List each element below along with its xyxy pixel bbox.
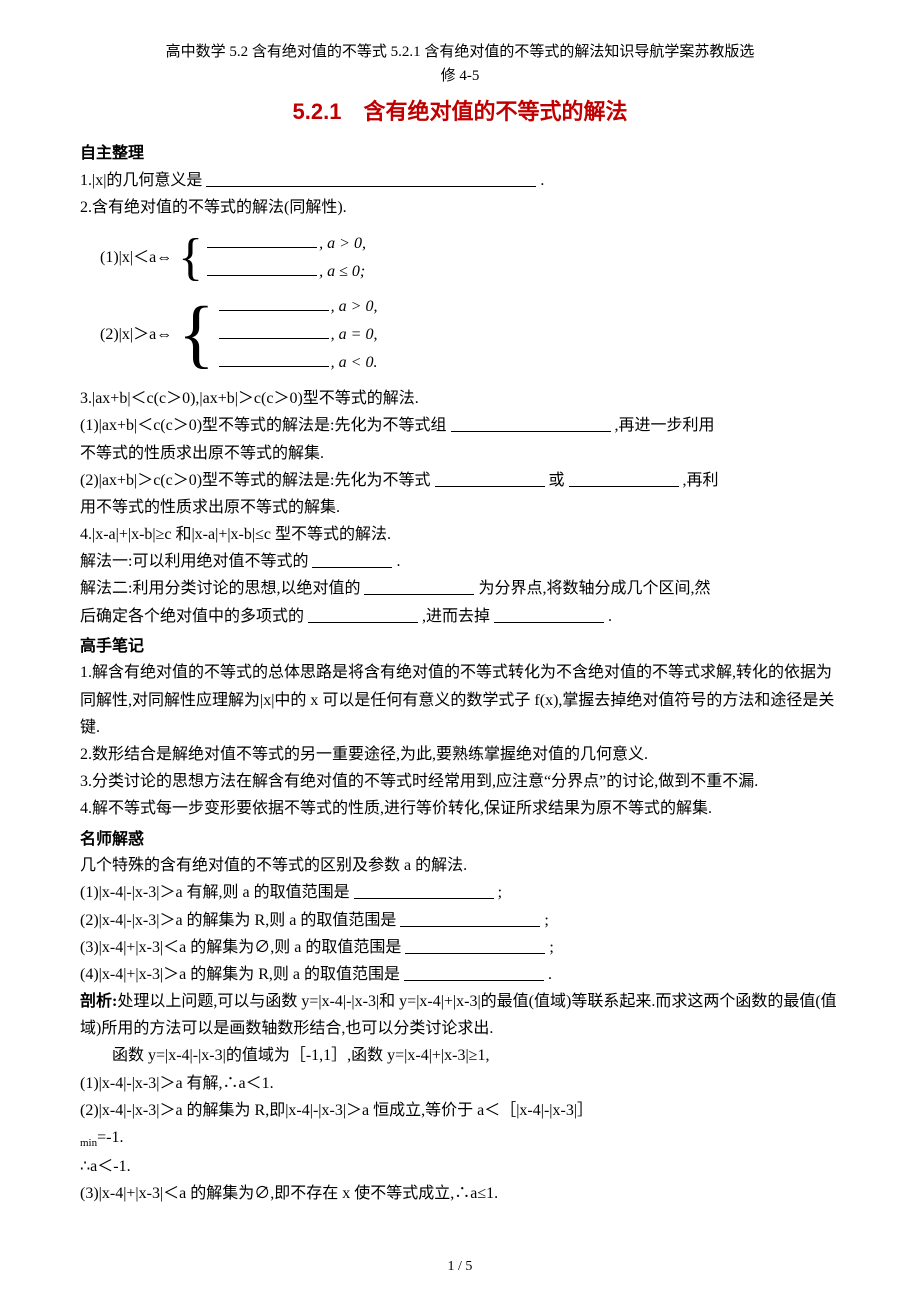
s3-2-a: (2)|x-4|-|x-3|＞a 的解集为 R,则 a 的取值范围是 <box>80 912 396 929</box>
header-line2: 修 4-5 <box>80 64 840 88</box>
item-1-end: . <box>540 172 544 189</box>
formula-1-cond-2: , a ≤ 0; <box>319 259 365 285</box>
item-4-m2-b: 为分界点,将数轴分成几个区间,然 <box>478 580 710 597</box>
item-3-1c: 不等式的性质求出原不等式的解集. <box>80 440 840 467</box>
s3-3-b: ; <box>549 939 553 956</box>
s3-line1: 函数 y=|x-4|-|x-3|的值域为［-1,1］,函数 y=|x-4|+|x… <box>80 1042 840 1069</box>
note-4: 4.解不等式每一步变形要依据不等式的性质,进行等价转化,保证所求结果为原不等式的… <box>80 795 840 822</box>
s3-sol2a-text: (2)|x-4|-|x-3|＞a 的解集为 R,即|x-4|-|x-3|＞a 恒… <box>80 1102 593 1119</box>
section-1-title: 自主整理 <box>80 141 840 167</box>
s3-2: (2)|x-4|-|x-3|＞a 的解集为 R,则 a 的取值范围是 ; <box>80 907 840 934</box>
analysis: 剖析:处理以上问题,可以与函数 y=|x-4|-|x-3|和 y=|x-4|+|… <box>80 988 840 1042</box>
formula-2-prefix: (2)|x|＞a⇔ <box>100 322 172 348</box>
min-subscript: min <box>80 1137 97 1149</box>
section-3-title: 名师解惑 <box>80 827 840 853</box>
doc-header: 高中数学 5.2 含有绝对值的不等式 5.2.1 含有绝对值的不等式的解法知识导… <box>80 40 840 88</box>
blank <box>219 294 329 311</box>
blank <box>400 910 540 927</box>
analysis-text: 处理以上问题,可以与函数 y=|x-4|-|x-3|和 y=|x-4|+|x-3… <box>80 993 837 1037</box>
item-4-m1-a: 解法一:可以利用绝对值不等式的 <box>80 553 308 570</box>
blank <box>569 470 679 487</box>
blank <box>207 259 317 276</box>
formula-2: (2)|x|＞a⇔ { , a > 0, , a = 0, , a < 0. <box>100 294 840 375</box>
s3-sol2b: =-1. <box>97 1129 123 1146</box>
blank <box>207 231 317 248</box>
header-line1: 高中数学 5.2 含有绝对值的不等式 5.2.1 含有绝对值的不等式的解法知识导… <box>80 40 840 64</box>
item-4-m1: 解法一:可以利用绝对值不等式的 . <box>80 548 840 575</box>
s3-4-a: (4)|x-4|+|x-3|＞a 的解集为 R,则 a 的取值范围是 <box>80 966 400 983</box>
item-3-1-b: ,再进一步利用 <box>615 417 715 434</box>
blank <box>494 606 604 623</box>
s3-sol1: (1)|x-4|-|x-3|＞a 有解,∴a＜1. <box>80 1070 840 1097</box>
s3-1: (1)|x-4|-|x-3|＞a 有解,则 a 的取值范围是 ; <box>80 879 840 906</box>
formula-1-prefix: (1)|x|＜a⇔ <box>100 245 172 271</box>
item-3-2d: 用不等式的性质求出原不等式的解集. <box>80 494 840 521</box>
formula-2-cond-2: , a = 0, <box>331 322 378 348</box>
item-3-1: (1)|ax+b|＜c(c＞0)型不等式的解法是:先化为不等式组 ,再进一步利用 <box>80 412 840 439</box>
blank <box>451 415 611 432</box>
item-4-m2-line1: 解法二:利用分类讨论的思想,以绝对值的 为分界点,将数轴分成几个区间,然 <box>80 575 840 602</box>
s3-4-b: . <box>548 966 552 983</box>
note-1: 1.解含有绝对值的不等式的总体思路是将含有绝对值的不等式转化为不含绝对值的不等式… <box>80 659 840 741</box>
item-3-2-a: (2)|ax+b|＞c(c＞0)型不等式的解法是:先化为不等式 <box>80 472 431 489</box>
item-3-2: (2)|ax+b|＞c(c＞0)型不等式的解法是:先化为不等式 或 ,再利 <box>80 467 840 494</box>
item-4-m2-line2: 后确定各个绝对值中的多项式的 ,进而去掉 . <box>80 603 840 630</box>
brace-icon: { <box>178 236 203 280</box>
s3-sol2b-line: min=-1. <box>80 1124 840 1153</box>
main-title: 5.2.1 含有绝对值的不等式的解法 <box>80 94 840 129</box>
formula-1: (1)|x|＜a⇔ { , a > 0, , a ≤ 0; <box>100 231 840 284</box>
blank <box>312 551 392 568</box>
s3-sol2a: (2)|x-4|-|x-3|＞a 的解集为 R,即|x-4|-|x-3|＞a 恒… <box>80 1097 840 1124</box>
item-1-text: 1.|x|的几何意义是 <box>80 172 202 189</box>
blank <box>354 882 494 899</box>
item-4-m2-c: 后确定各个绝对值中的多项式的 <box>80 608 304 625</box>
item-2: 2.含有绝对值的不等式的解法(同解性). <box>80 194 840 221</box>
blank <box>308 606 418 623</box>
formula-2-cond-3: , a < 0. <box>331 350 378 376</box>
s3-3-a: (3)|x-4|+|x-3|＜a 的解集为∅,则 a 的取值范围是 <box>80 939 401 956</box>
item-4-m1-b: . <box>396 553 400 570</box>
item-3-2-b: 或 <box>549 472 565 489</box>
s3-4: (4)|x-4|+|x-3|＞a 的解集为 R,则 a 的取值范围是 . <box>80 961 840 988</box>
note-3: 3.分类讨论的思想方法在解含有绝对值的不等式时经常用到,应注意“分界点”的讨论,… <box>80 768 840 795</box>
s3-3: (3)|x-4|+|x-3|＜a 的解集为∅,则 a 的取值范围是 ; <box>80 934 840 961</box>
s3-sol2c: ∴a＜-1. <box>80 1153 840 1180</box>
item-4-m2-e: . <box>608 608 612 625</box>
s3-1-b: ; <box>498 884 502 901</box>
blank <box>404 964 544 981</box>
item-3-2-c: ,再利 <box>683 472 719 489</box>
item-3-1-a: (1)|ax+b|＜c(c＞0)型不等式的解法是:先化为不等式组 <box>80 417 447 434</box>
note-2: 2.数形结合是解绝对值不等式的另一重要途径,为此,要熟练掌握绝对值的几何意义. <box>80 741 840 768</box>
item-4: 4.|x-a|+|x-b|≥c 和|x-a|+|x-b|≤c 型不等式的解法. <box>80 521 840 548</box>
formula-2-cond-1: , a > 0, <box>331 294 378 320</box>
item-4-m2-d: ,进而去掉 <box>422 608 490 625</box>
blank <box>219 322 329 339</box>
formula-1-cond-1: , a > 0, <box>319 231 366 257</box>
brace-icon: { <box>178 302 214 367</box>
blank <box>435 470 545 487</box>
s3-sol3: (3)|x-4|+|x-3|＜a 的解集为∅,即不存在 x 使不等式成立,∴a≤… <box>80 1180 840 1207</box>
item-3: 3.|ax+b|＜c(c＞0),|ax+b|＞c(c＞0)型不等式的解法. <box>80 385 840 412</box>
s3-1-a: (1)|x-4|-|x-3|＞a 有解,则 a 的取值范围是 <box>80 884 350 901</box>
blank <box>219 350 329 367</box>
s3-2-b: ; <box>544 912 548 929</box>
s3-intro: 几个特殊的含有绝对值的不等式的区别及参数 a 的解法. <box>80 852 840 879</box>
blank <box>364 578 474 595</box>
section-2-title: 高手笔记 <box>80 634 840 660</box>
item-1: 1.|x|的几何意义是 . <box>80 167 840 194</box>
blank <box>405 937 545 954</box>
page-footer: 1 / 5 <box>0 1256 920 1278</box>
analysis-label: 剖析: <box>80 993 117 1010</box>
item-4-m2-a: 解法二:利用分类讨论的思想,以绝对值的 <box>80 580 360 597</box>
blank <box>206 170 536 187</box>
